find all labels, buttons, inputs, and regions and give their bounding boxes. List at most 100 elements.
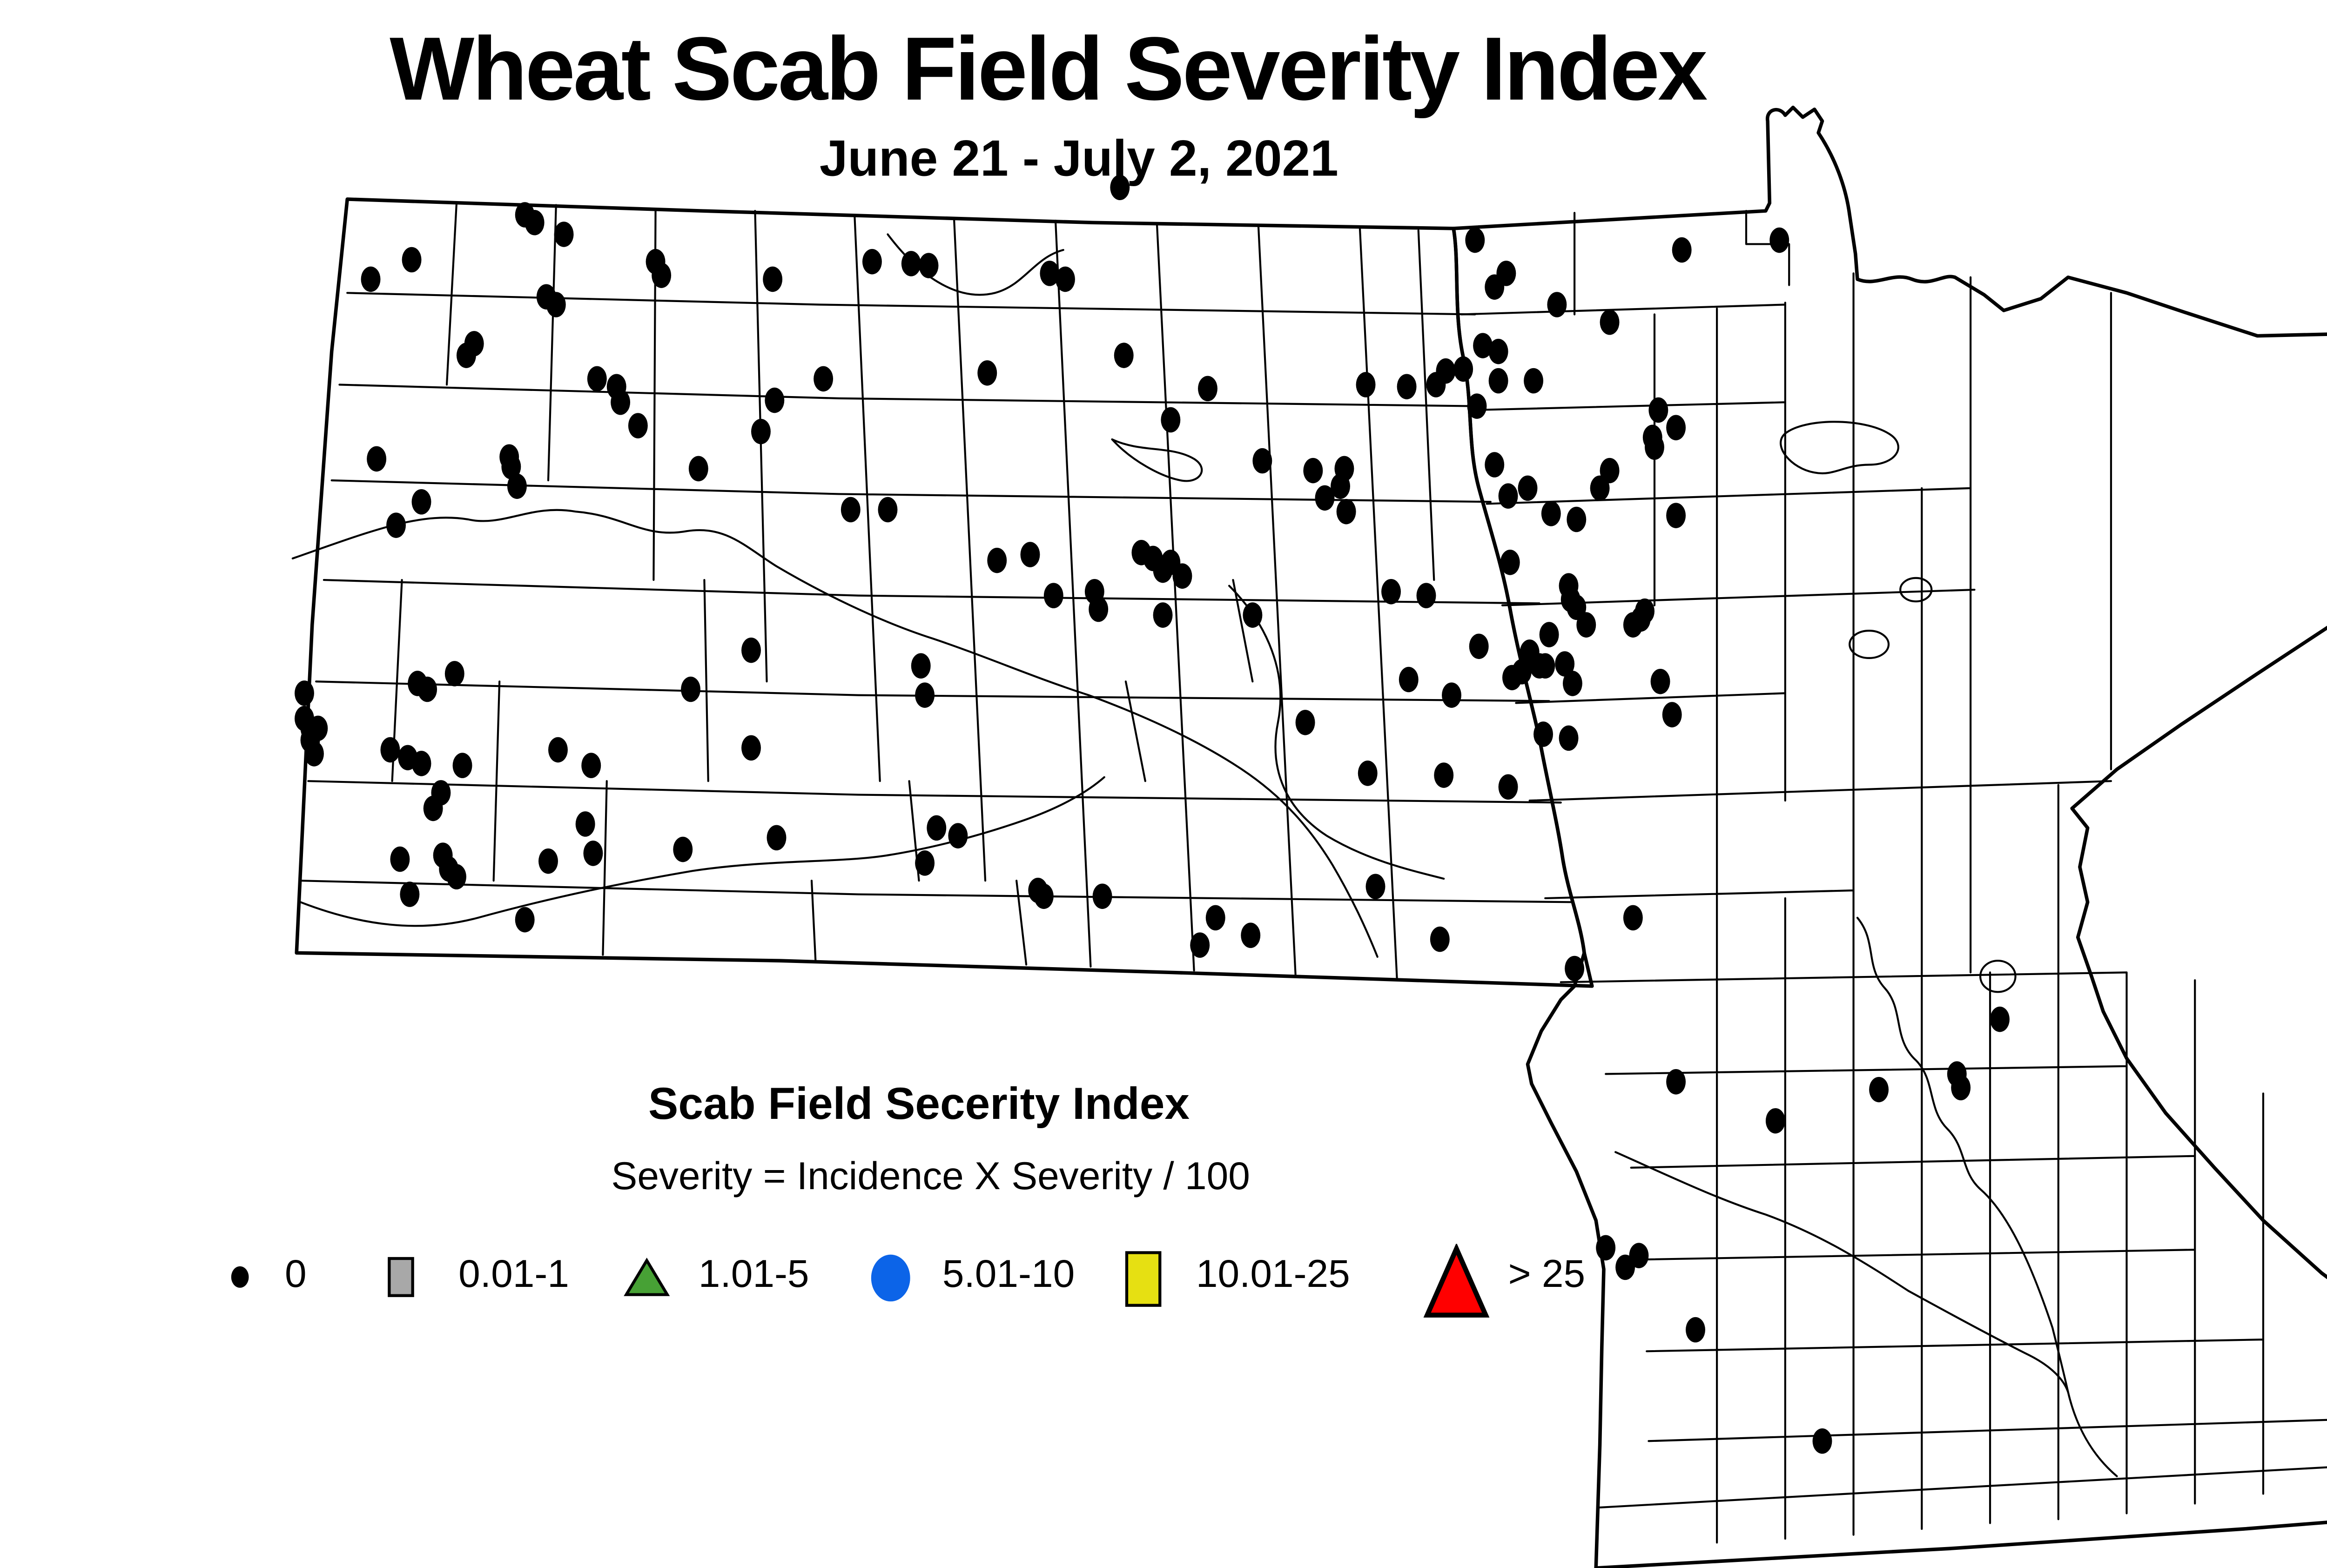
legend-dot-icon [231,1266,249,1288]
map-data-point [1190,932,1210,958]
map-data-point [688,456,708,482]
legend-yellow-square-icon [1125,1251,1162,1307]
map-data-point [1648,397,1668,423]
map-data-point [751,418,771,444]
map-data-point [919,253,939,278]
map-data-point [1465,227,1485,253]
map-data-point [1430,926,1450,952]
map-data-point [1488,368,1508,394]
map-data-point [1533,721,1553,747]
map-data-point [411,489,431,515]
map-data-point [927,815,947,841]
map-data-point [1488,338,1508,364]
map-data-point [452,753,472,778]
map-data-point [1442,682,1461,708]
map-data-point [901,251,921,276]
map-data-point [1473,333,1493,358]
map-data-point [1512,659,1532,685]
map-data-point [581,753,601,778]
map-data-point [447,864,466,890]
map-data-point [673,836,693,862]
map-data-point [417,676,437,702]
map-data-point [1161,407,1181,433]
map-data-point [1399,666,1419,693]
map-data-point [1241,922,1261,948]
map-data-point [507,473,527,499]
map-data-point [878,497,898,523]
map-data-point [1089,596,1109,622]
map-data-point [515,907,535,933]
map-data-point [1114,343,1134,368]
legend-item-label: 5.01-10 [942,1253,1075,1297]
map-data-point [1336,498,1356,525]
map-data-point [1567,506,1587,532]
map-data-point [1559,725,1579,751]
map-data-point [554,222,574,247]
map-data-point [402,247,422,273]
map-data-point [1020,542,1040,567]
map-data-point [1434,762,1454,788]
map-data-point [1666,503,1686,528]
map-data-point [1153,602,1173,628]
map-data-point [1365,874,1385,900]
map-data-point [977,360,997,386]
map-data-point [583,841,603,866]
page-title: Wheat Scab Field Severity Index [390,17,1708,119]
cannonball-river [299,776,1105,927]
map-data-point [1043,583,1063,608]
map-data-point [1397,374,1417,399]
mn-county-lines [1460,210,2327,1544]
map-data-point [1555,651,1575,677]
leech-lake [1849,630,1890,659]
map-data-point [681,676,700,702]
map-data-point [911,653,931,679]
map-data-point [1358,760,1378,786]
map-data-point [1331,473,1351,499]
map-data-point [400,882,420,907]
map-data-point [1498,774,1518,800]
map-data-point [652,262,672,288]
map-data-point [948,823,968,848]
map-data-point [1485,452,1505,478]
map-data-point [1524,368,1544,394]
page-subtitle: June 21 - July 2, 2021 [819,128,1338,188]
map-data-point [1381,579,1401,605]
map-data-point [1110,175,1130,201]
map-data-point [411,751,431,776]
scatter-dots-layer [295,175,2010,1454]
map-data-point [1092,883,1112,909]
map-data-point [1153,557,1173,583]
map-data-point [390,846,410,872]
map-data-point [741,637,761,663]
map-data-point [1562,671,1582,696]
map-data-point [1672,237,1692,263]
map-data-point [1666,415,1686,441]
map-data-point [1469,633,1489,659]
legend-gray-square-icon [388,1257,414,1297]
map-data-point [1496,261,1516,286]
map-data-point [1467,393,1487,419]
minnesota-outline [1452,105,2327,1568]
map-data-point [1869,1077,1889,1103]
map-data-point [1205,905,1225,931]
map-data-point [1315,485,1335,511]
legend-item-label: 1.01-5 [698,1253,809,1297]
map-data-point [575,811,595,837]
map-data-point [1252,448,1272,474]
map-data-point [1765,1108,1785,1134]
map-data-point [1567,594,1587,620]
map-data-point [1650,668,1670,694]
map-data-point [501,454,521,479]
lake-winnibigoshish [1899,577,1933,603]
map-data-point [741,735,761,761]
map-data-point [587,366,607,392]
map-data-point [423,795,443,821]
map-data-point [765,387,785,413]
map-data-point [1645,434,1664,460]
map-data-point [1623,905,1643,931]
map-data-point [1769,227,1789,253]
sheyenne-river [1228,585,1445,880]
map-data-point [1356,372,1376,397]
map-data-point [525,210,545,236]
map-data-point [1453,356,1473,382]
